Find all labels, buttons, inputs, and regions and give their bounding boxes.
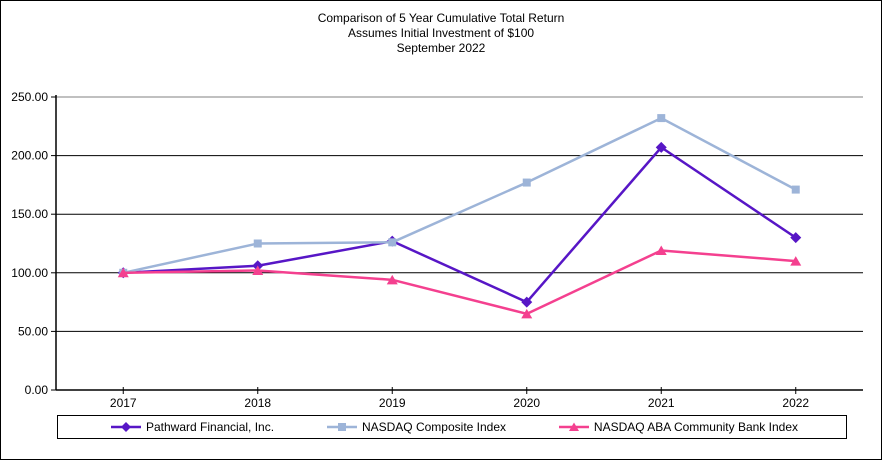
x-tick-label: 2020 [513, 396, 540, 410]
data-point-marker [521, 296, 533, 308]
legend-triangle-icon [558, 422, 589, 431]
data-point-marker [657, 114, 666, 123]
chart-title-block: Comparison of 5 Year Cumulative Total Re… [1, 11, 881, 56]
series-line [123, 249, 796, 316]
data-point-marker [655, 245, 667, 256]
legend-label: NASDAQ Composite Index [361, 420, 507, 434]
data-point-marker [791, 185, 800, 194]
y-tick-label: 50.00 [18, 324, 48, 338]
y-tick-label: 250.00 [11, 90, 48, 104]
data-point-marker [388, 238, 397, 247]
series-line [122, 116, 797, 275]
y-tick-label: 200.00 [11, 149, 48, 163]
legend-diamond-icon [111, 422, 141, 432]
chart-svg: 0.00 50.00 100.00 150.00 200.00 250.00 2017 201… [11, 90, 863, 410]
x-tick-label: 2017 [110, 396, 137, 410]
chart-legend: Pathward Financial, Inc. NASDAQ Composite… [57, 415, 847, 439]
data-point-marker [521, 308, 533, 319]
data-point-marker [386, 274, 398, 285]
data-point-marker [117, 267, 129, 278]
data-point-marker [253, 239, 262, 248]
data-point-marker [522, 178, 531, 187]
chart-date: September 2022 [396, 41, 486, 55]
legend-item: NASDAQ ABA Community Bank Index [558, 420, 798, 434]
data-point-marker [655, 141, 667, 153]
legend-label: NASDAQ ABA Community Bank Index [593, 420, 798, 434]
legend-label: Pathward Financial, Inc. [146, 420, 275, 434]
data-point-marker [790, 256, 802, 266]
x-tick-label: 2019 [379, 396, 406, 410]
x-tick-label: 2018 [244, 396, 271, 410]
data-point-marker [790, 232, 802, 244]
y-tick-label: 100.00 [11, 266, 48, 280]
chart-title: Comparison of 5 Year Cumulative Total Re… [317, 11, 565, 25]
legend-item: NASDAQ Composite Index [326, 420, 506, 434]
chart-subtitle: Assumes Initial Investment of $100 [347, 26, 535, 40]
legend-item: Pathward Financial, Inc. [110, 420, 274, 434]
series-line [123, 146, 797, 304]
x-tick-label: 2021 [648, 396, 675, 410]
y-tick-label: 0.00 [25, 383, 49, 397]
y-tick-label: 150.00 [11, 207, 48, 221]
x-tick-label: 2022 [782, 396, 809, 410]
legend-square-icon [326, 423, 357, 431]
data-point-marker [252, 265, 264, 275]
